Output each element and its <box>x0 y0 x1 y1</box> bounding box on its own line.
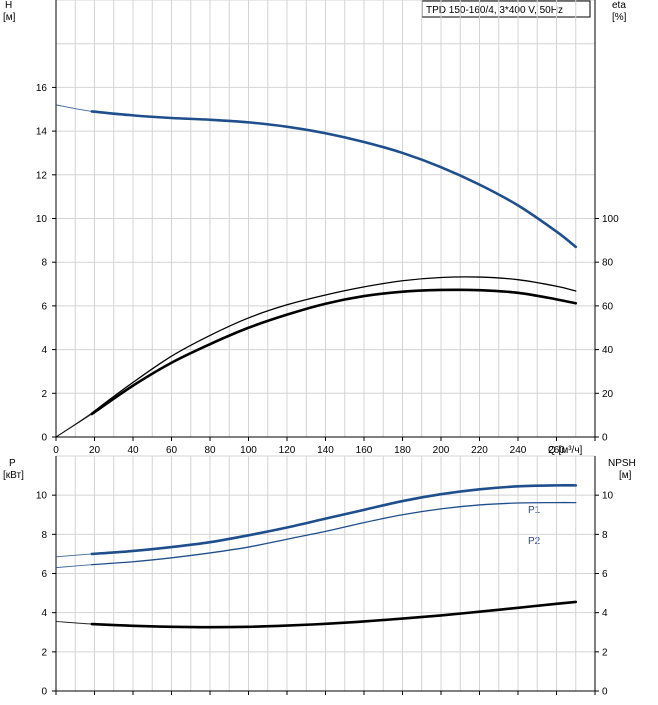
right-axis-tick-label: 10 <box>602 491 614 502</box>
left-axis-tick-label: 4 <box>41 608 47 619</box>
right-axis-tick-label: 6 <box>602 569 608 580</box>
curve-npsh <box>90 600 578 629</box>
left-axis-tick-label: 2 <box>41 647 47 658</box>
left-axis-tick-label: 4 <box>41 345 47 356</box>
curve-p2 <box>91 501 577 566</box>
left-axis-tick-label: 12 <box>36 170 48 181</box>
bottom-right-axis-name: NPSH <box>608 458 636 469</box>
left-axis-tick-label: 14 <box>36 127 48 138</box>
top-left-axis-unit: [м] <box>3 12 16 23</box>
x-axis-tick-label: 40 <box>127 445 139 456</box>
left-axis-tick-label: 16 <box>36 83 48 94</box>
curve-extension-p2 <box>55 564 92 569</box>
bottom-left-axis-name: P <box>9 458 16 469</box>
x-axis-tick-label: 0 <box>53 445 59 456</box>
title-box: TPD 150-160/4, 3*400 V, 50Hz <box>421 0 591 18</box>
x-axis-tick-label: 220 <box>471 445 488 456</box>
right-axis-tick-label: 2 <box>602 647 608 658</box>
x-axis-tick-label: 100 <box>240 445 257 456</box>
top-left-axis-name: H <box>5 0 12 11</box>
right-axis-tick-label: 60 <box>602 301 614 312</box>
x-axis-tick-label: 160 <box>356 445 373 456</box>
left-axis-tick-label: 0 <box>41 433 47 444</box>
x-axis-tick-label: 80 <box>204 445 216 456</box>
right-axis-tick-label: 4 <box>602 608 608 619</box>
chart-title: TPD 150-160/4, 3*400 V, 50Hz <box>426 5 563 16</box>
curve-extension-p1 <box>55 553 92 558</box>
left-axis-tick-label: 8 <box>41 530 47 541</box>
left-axis-tick-label: 0 <box>41 687 47 698</box>
left-axis-tick-label: 6 <box>41 569 47 580</box>
right-axis-tick-label: 0 <box>602 687 608 698</box>
x-axis-label: Q [м³/ч] <box>548 445 583 456</box>
right-axis-tick-label: 80 <box>602 258 614 269</box>
right-axis-tick-label: 0 <box>602 433 608 444</box>
x-axis-tick-label: 200 <box>433 445 450 456</box>
right-axis-tick-label: 100 <box>602 214 619 225</box>
series-label-p1: P1 <box>528 505 541 516</box>
right-axis-tick-label: 20 <box>602 389 614 400</box>
x-axis-tick-label: 140 <box>317 445 334 456</box>
x-axis-tick-label: 60 <box>166 445 178 456</box>
x-axis-tick-label: 260 <box>548 445 565 456</box>
series-label-p2: P2 <box>528 536 541 547</box>
left-axis-tick-label: 10 <box>36 491 48 502</box>
right-axis-tick-label: 40 <box>602 345 614 356</box>
bottom-left-axis-unit: [кВт] <box>3 470 24 481</box>
curve-p1 <box>90 484 578 556</box>
top-right-axis-name: eta <box>612 0 626 11</box>
top-right-axis-unit: [%] <box>612 12 627 23</box>
x-axis-tick-label: 180 <box>394 445 411 456</box>
curve-h <box>90 110 578 249</box>
curve-extension-npsh <box>55 621 92 625</box>
right-axis-tick-label: 8 <box>602 530 608 541</box>
left-axis-tick-label: 6 <box>41 301 47 312</box>
x-axis-tick-label: 120 <box>279 445 296 456</box>
left-axis-tick-label: 8 <box>41 258 47 269</box>
left-axis-tick-label: 2 <box>41 389 47 400</box>
curve-eta-thin <box>91 276 577 414</box>
left-axis-tick-label: 10 <box>36 214 48 225</box>
bottom-right-axis-unit: [м] <box>619 470 632 481</box>
curve-extension-h <box>55 104 92 112</box>
curve-eta-thick <box>90 288 578 416</box>
bottom-panel: 0 2 4 6 8 10 0 2 4 6 8 10 <box>36 455 614 698</box>
curve-extension-eta_thick <box>55 413 93 438</box>
x-axis-tick-label: 240 <box>510 445 527 456</box>
x-axis-tick-label: 20 <box>89 445 101 456</box>
